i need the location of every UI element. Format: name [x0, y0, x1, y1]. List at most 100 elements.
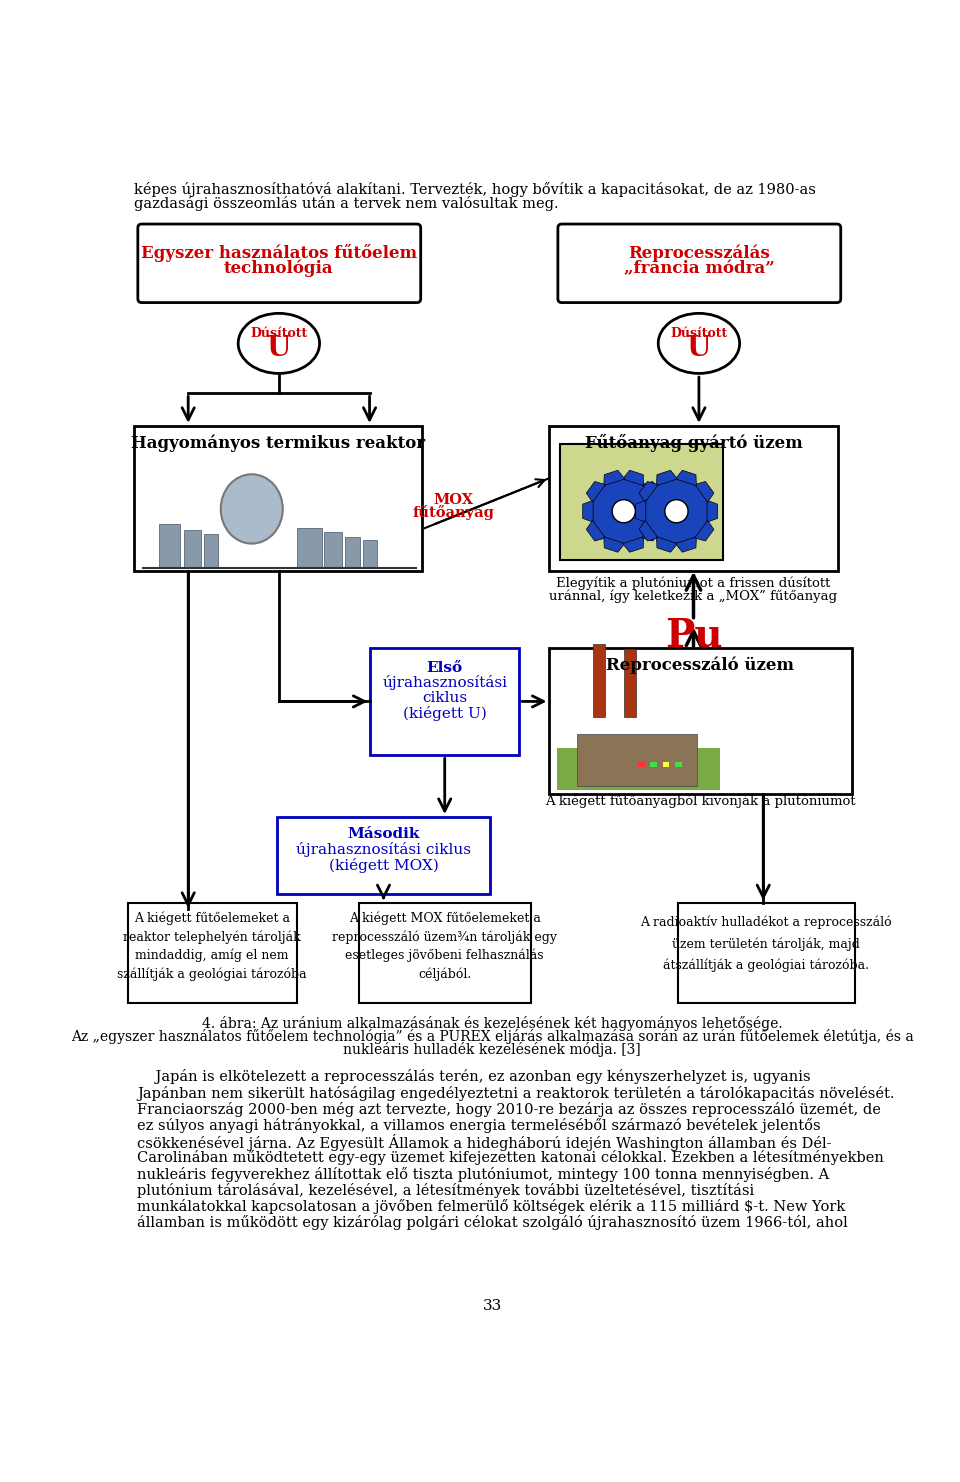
Polygon shape [604, 470, 625, 486]
Text: Reprocesszálás: Reprocesszálás [628, 245, 770, 262]
Polygon shape [583, 501, 593, 522]
Circle shape [665, 499, 688, 523]
Polygon shape [604, 536, 625, 553]
Polygon shape [695, 482, 714, 502]
Text: plutónium tárolásával, kezelésével, a létesítmények további üzeltetésével, tiszt: plutónium tárolásával, kezelésével, a lé… [137, 1183, 755, 1197]
Text: uránnal, így keletkezik a „MOX” fűtőanyag: uránnal, így keletkezik a „MOX” fűtőanya… [549, 590, 837, 603]
Text: Carolinában működtetett egy-egy üzemet kifejezetten katonai célokkal. Ezekben a : Carolinában működtetett egy-egy üzemet k… [137, 1150, 884, 1165]
Polygon shape [587, 520, 606, 541]
Text: U: U [686, 335, 711, 362]
Bar [128, 903, 297, 1003]
Text: esetleges jövőbeni felhasználás: esetleges jövőbeni felhasználás [346, 948, 544, 962]
Bar [577, 734, 697, 785]
FancyBboxPatch shape [138, 224, 420, 302]
Text: szállítják a geológiai tározóba: szállítják a geológiai tározóba [117, 968, 307, 981]
Text: Japán is elkötelezett a reprocesszálás terén, ez azonban egy kényszerhelyzet is,: Japán is elkötelezett a reprocesszálás t… [137, 1070, 810, 1085]
Bar [134, 425, 422, 571]
Text: Hagyományos termikus reaktor: Hagyományos termikus reaktor [131, 434, 425, 452]
Polygon shape [639, 520, 659, 541]
Bar [561, 445, 723, 560]
Polygon shape [642, 482, 661, 502]
Bar [183, 529, 201, 566]
Bar [345, 538, 360, 566]
Bar [204, 535, 218, 566]
Bar [324, 532, 343, 566]
Text: mindaddig, amíg el nem: mindaddig, amíg el nem [135, 948, 289, 962]
Text: csökkenésével járna. Az Egyesült Államok a hidegháború idején Washington államba: csökkenésével járna. Az Egyesült Államok… [137, 1134, 831, 1152]
Text: Franciaország 2000-ben még azt tervezte, hogy 2010-re bezárja az összes reproces: Franciaország 2000-ben még azt tervezte,… [137, 1101, 881, 1117]
Polygon shape [639, 482, 659, 502]
Polygon shape [623, 470, 644, 486]
Text: nukleáris fegyverekhez állítottak elő tiszta plutóniumot, mintegy 100 tonna menn: nukleáris fegyverekhez állítottak elő ti… [137, 1166, 829, 1181]
Text: A kiégett fűtőelemeket a: A kiégett fűtőelemeket a [134, 911, 290, 925]
Bar [277, 817, 491, 894]
Ellipse shape [659, 313, 739, 373]
Text: Fűtőanyag gyártó üzem: Fűtőanyag gyártó üzem [585, 434, 803, 452]
Polygon shape [676, 536, 696, 553]
Bar [557, 747, 720, 790]
Text: Az „egyszer használatos fűtőelem technológia” és a PUREX eljárás alkalmazása sor: Az „egyszer használatos fűtőelem technol… [71, 1029, 913, 1043]
Text: (kiégett U): (kiégett U) [403, 707, 487, 722]
Text: 33: 33 [482, 1298, 502, 1313]
Polygon shape [655, 501, 664, 522]
Text: A kiégett MOX fűtőelemeket a: A kiégett MOX fűtőelemeket a [348, 911, 540, 925]
Bar [371, 648, 519, 756]
Circle shape [612, 499, 636, 523]
Bar [662, 762, 669, 766]
Text: technológia: technológia [224, 259, 334, 277]
Polygon shape [708, 501, 717, 522]
Text: Egyszer használatos fűtőelem: Egyszer használatos fűtőelem [141, 245, 417, 262]
Bar [637, 762, 645, 766]
Text: üzem területén tárolják, majd: üzem területén tárolják, majd [672, 937, 860, 951]
Circle shape [644, 479, 709, 544]
Polygon shape [657, 536, 678, 553]
Text: Első: Első [426, 661, 463, 674]
Text: ciklus: ciklus [422, 692, 468, 705]
Text: Japánban nem sikerült hatóságilag engedélyeztetni a reaktorok területén a tároló: Japánban nem sikerült hatóságilag engedé… [137, 1086, 895, 1101]
FancyBboxPatch shape [558, 224, 841, 302]
Bar [297, 528, 322, 566]
Text: ez súlyos anyagi hátrányokkal, a villamos energia termeléséből származó bevétele: ez súlyos anyagi hátrányokkal, a villamo… [137, 1117, 821, 1134]
Polygon shape [695, 520, 714, 541]
Ellipse shape [221, 474, 283, 544]
Text: újrahasznosítási: újrahasznosítási [382, 676, 507, 691]
Polygon shape [623, 536, 644, 553]
Text: képes újrahasznosíthatóvá alakítani. Tervezték, hogy bővítik a kapacitásokat, de: képes újrahasznosíthatóvá alakítani. Ter… [134, 182, 816, 197]
Text: reaktor telephelyén tárolják: reaktor telephelyén tárolják [123, 931, 301, 944]
Bar [650, 762, 657, 766]
Bar [158, 525, 180, 566]
Bar [678, 903, 854, 1003]
Text: Dúsított: Dúsított [251, 328, 307, 339]
Text: Elegyítik a plutóniumot a frissen dúsított: Elegyítik a plutóniumot a frissen dúsíto… [556, 576, 830, 590]
Text: Második: Második [348, 827, 420, 840]
Text: „francia módra”: „francia módra” [624, 261, 775, 277]
Ellipse shape [238, 313, 320, 373]
Text: (kiégett MOX): (kiégett MOX) [328, 858, 439, 873]
Polygon shape [587, 482, 606, 502]
Text: átszállítják a geológiai tározóba.: átszállítják a geológiai tározóba. [663, 959, 870, 972]
Text: A kiégett fűtőanyagból kivonják a plutóniumot: A kiégett fűtőanyagból kivonják a plutón… [545, 794, 855, 808]
Text: nukleáris hulladék kezelésének módja. [3]: nukleáris hulladék kezelésének módja. [3… [343, 1042, 641, 1057]
Text: újrahasznosítási ciklus: újrahasznosítási ciklus [296, 842, 471, 857]
Bar [624, 649, 636, 717]
Bar [359, 903, 531, 1003]
Text: Pu: Pu [664, 617, 722, 655]
Text: gazdasági összeomlás után a tervek nem valósultak meg.: gazdasági összeomlás után a tervek nem v… [134, 196, 559, 210]
Text: Reprocesszáló üzem: Reprocesszáló üzem [607, 657, 795, 674]
Text: U: U [267, 335, 291, 362]
Bar [549, 425, 838, 571]
Text: céljából.: céljából. [419, 968, 471, 981]
Polygon shape [636, 501, 646, 522]
Polygon shape [676, 470, 696, 486]
Text: reprocesszáló üzem¾n tárolják egy: reprocesszáló üzem¾n tárolják egy [332, 931, 557, 944]
Circle shape [591, 479, 657, 544]
Polygon shape [642, 520, 661, 541]
Text: A radioaktív hulladékot a reprocesszáló: A radioaktív hulladékot a reprocesszáló [640, 916, 892, 929]
Text: 4. ábra: Az uránium alkalmazásának és kezelésének két hagyományos lehetősége.: 4. ábra: Az uránium alkalmazásának és ke… [202, 1015, 782, 1031]
Text: MOX: MOX [433, 492, 473, 507]
Text: Dúsított: Dúsított [670, 328, 728, 339]
Polygon shape [657, 470, 678, 486]
Text: fűtőanyag: fűtőanyag [412, 505, 494, 520]
Text: államban is működött egy kizárólag polgári célokat szolgáló újrahasznosító üzem : államban is működött egy kizárólag polgá… [137, 1215, 848, 1230]
Bar [675, 762, 682, 766]
